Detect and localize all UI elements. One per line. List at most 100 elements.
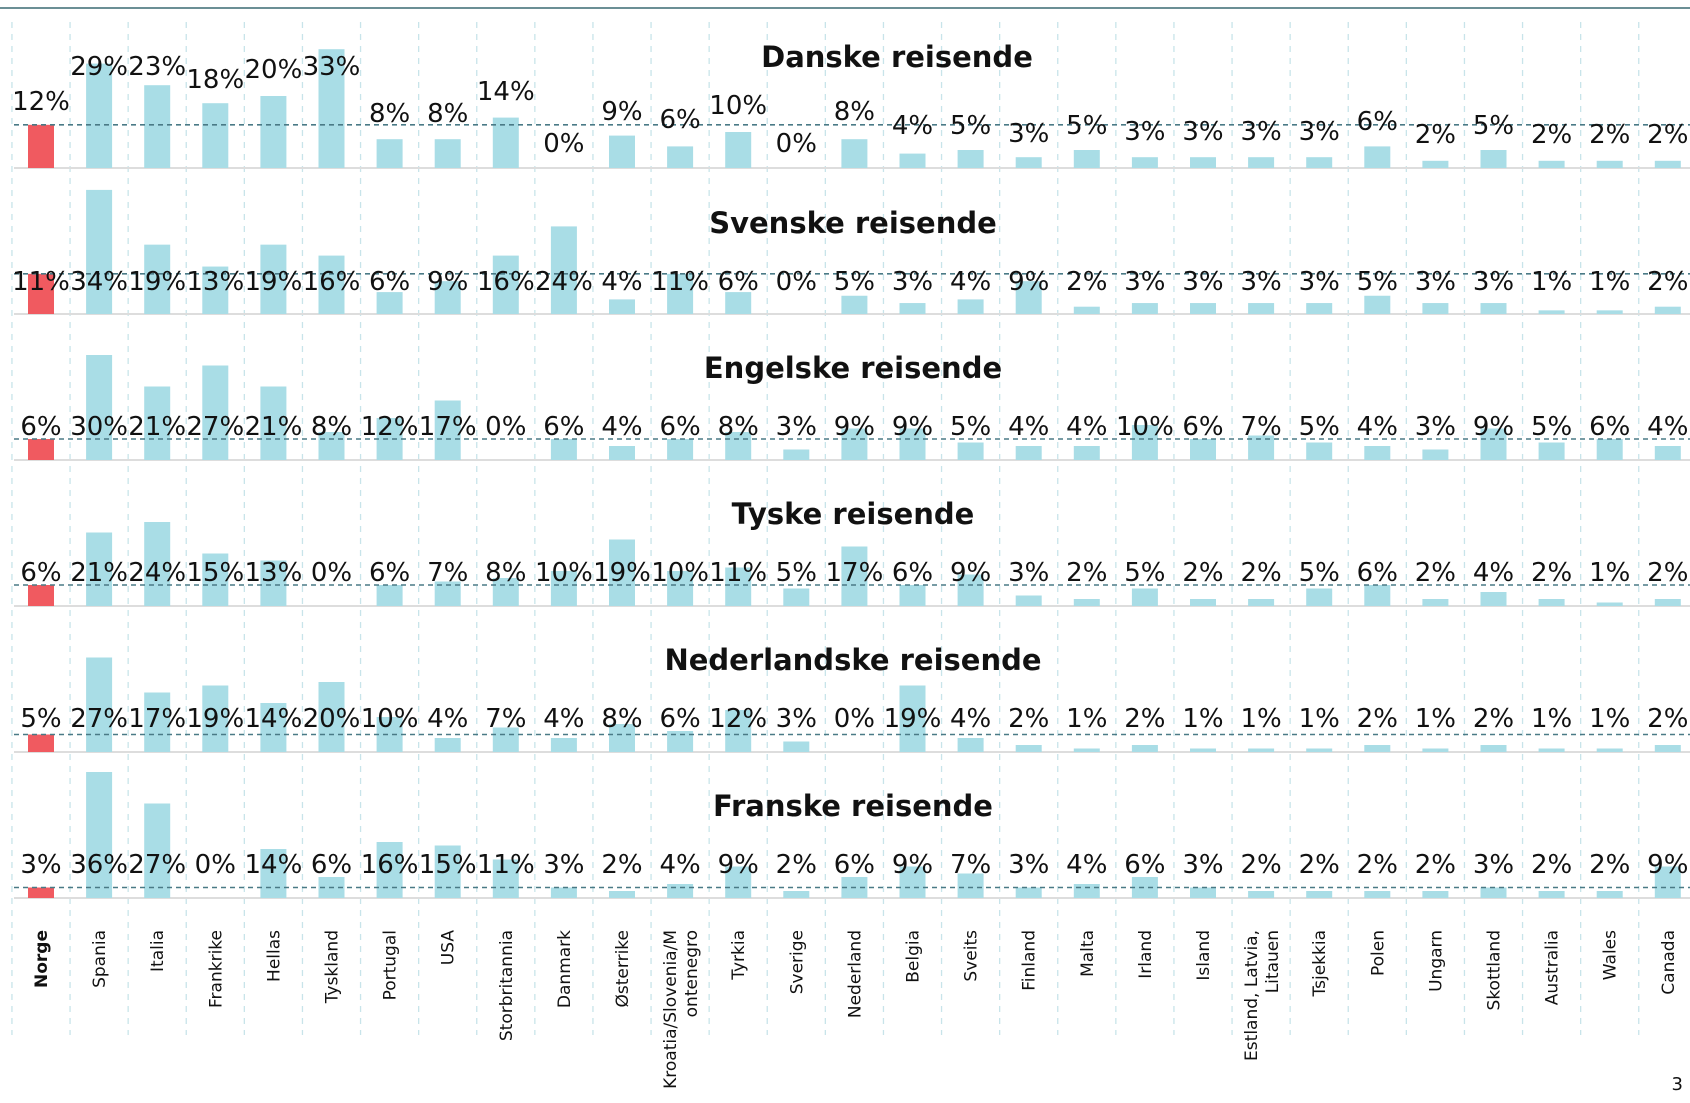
value-label-polen: 2% bbox=[1357, 704, 1398, 734]
value-label-portugal: 8% bbox=[369, 99, 410, 129]
value-label-belgia: 9% bbox=[892, 850, 933, 880]
bar-malta bbox=[1073, 599, 1100, 606]
bar-ungarn bbox=[1422, 303, 1449, 314]
category-label-polen: Polen bbox=[1368, 930, 1388, 976]
bar-australia bbox=[1538, 748, 1565, 752]
bar-wales bbox=[1596, 602, 1623, 606]
category-axis: Norge Spania Italia Frankrike Hellas Tyskland… bbox=[32, 930, 1679, 1089]
bar-usa bbox=[434, 845, 461, 898]
bar-østerrike bbox=[609, 891, 635, 898]
bar-hellas bbox=[260, 96, 287, 168]
value-label-estland-latvia-litauen: 1% bbox=[1240, 704, 1281, 734]
category-label-tsjekkia: Tsjekkia bbox=[1310, 930, 1330, 997]
value-label-storbritannia: 8% bbox=[485, 558, 526, 588]
value-label-polen: 6% bbox=[1357, 558, 1398, 588]
bar-nederland bbox=[841, 546, 868, 606]
value-label-italia: 19% bbox=[128, 267, 186, 297]
value-label-island: 3% bbox=[1182, 117, 1223, 147]
value-label-østerrike: 19% bbox=[593, 558, 651, 588]
bar-italia bbox=[144, 244, 171, 314]
value-label-hellas: 21% bbox=[245, 412, 303, 442]
value-label-italia: 21% bbox=[128, 412, 186, 442]
value-label-østerrike: 8% bbox=[601, 704, 642, 734]
bar-kroatia-slovenia-montenegro bbox=[667, 273, 694, 314]
category-label-irland: Irland bbox=[1136, 930, 1156, 979]
bar-tsjekkia bbox=[1306, 748, 1333, 752]
value-label-estland-latvia-litauen: 2% bbox=[1240, 850, 1281, 880]
bar-polen bbox=[1364, 745, 1391, 752]
value-label-sverige: 0% bbox=[776, 267, 817, 297]
value-label-skottland: 3% bbox=[1473, 850, 1514, 880]
value-label-nederland: 5% bbox=[834, 267, 875, 297]
value-label-tyrkia: 10% bbox=[709, 91, 767, 121]
category-label-østerrike: Østerrike bbox=[613, 930, 633, 1007]
value-label-finland: 4% bbox=[1008, 412, 1049, 442]
value-label-spania: 30% bbox=[70, 412, 128, 442]
value-label-belgia: 3% bbox=[892, 267, 933, 297]
bar-ungarn bbox=[1422, 449, 1449, 460]
category-label-malta: Malta bbox=[1078, 930, 1098, 977]
value-label-norge: 12% bbox=[12, 87, 70, 117]
value-label-frankrike: 15% bbox=[186, 558, 244, 588]
category-label-danmark: Danmark bbox=[555, 930, 575, 1008]
panel-title: Franske reisende bbox=[713, 789, 993, 823]
value-label-italia: 17% bbox=[128, 704, 186, 734]
bar-danmark bbox=[550, 887, 577, 898]
bar-italia bbox=[144, 85, 171, 168]
bar-spania bbox=[86, 63, 113, 168]
bar-østerrike bbox=[609, 135, 635, 168]
bar-island bbox=[1190, 157, 1216, 168]
value-label-tsjekkia: 3% bbox=[1299, 267, 1340, 297]
value-label-danmark: 24% bbox=[535, 267, 593, 297]
bar-tyrkia bbox=[725, 710, 752, 752]
category-label-portugal: Portugal bbox=[381, 930, 401, 1000]
bar-kroatia-slovenia-montenegro bbox=[667, 884, 694, 898]
bar-nederland bbox=[841, 295, 868, 314]
bar-kroatia-slovenia-montenegro bbox=[667, 146, 694, 168]
bar-island bbox=[1190, 303, 1216, 314]
value-label-tsjekkia: 5% bbox=[1299, 558, 1340, 588]
bar-skottland bbox=[1480, 150, 1507, 168]
bar-italia bbox=[144, 386, 171, 460]
value-label-australia: 1% bbox=[1531, 704, 1572, 734]
bar-malta bbox=[1073, 446, 1100, 460]
value-label-storbritannia: 16% bbox=[477, 267, 535, 297]
bar-storbritannia bbox=[492, 255, 519, 314]
value-label-usa: 8% bbox=[427, 99, 468, 129]
bar-østerrike bbox=[609, 446, 635, 460]
bar-finland bbox=[1015, 446, 1042, 460]
bar-australia bbox=[1538, 891, 1565, 898]
bar-canada bbox=[1654, 745, 1681, 752]
category-label-belgia: Belgia bbox=[904, 930, 924, 983]
value-label-polen: 2% bbox=[1357, 850, 1398, 880]
category-label-hellas: Hellas bbox=[264, 930, 284, 982]
bar-skottland bbox=[1480, 303, 1507, 314]
value-label-wales: 2% bbox=[1589, 850, 1630, 880]
value-label-polen: 6% bbox=[1357, 107, 1398, 137]
value-label-kroatia-slovenia-montenegro: 11% bbox=[651, 267, 709, 297]
value-label-estland-latvia-litauen: 7% bbox=[1240, 412, 1281, 442]
value-label-portugal: 16% bbox=[361, 850, 419, 880]
bar-tyrkia bbox=[725, 432, 752, 460]
value-label-tyskland: 0% bbox=[311, 558, 352, 588]
category-label-canada: Canada bbox=[1659, 930, 1679, 995]
value-label-sveits: 4% bbox=[950, 704, 991, 734]
value-label-tsjekkia: 5% bbox=[1299, 412, 1340, 442]
bar-skottland bbox=[1480, 745, 1507, 752]
bar-wales bbox=[1596, 891, 1623, 898]
value-label-tyskland: 20% bbox=[303, 704, 361, 734]
bar-spania bbox=[86, 189, 113, 314]
value-label-sverige: 3% bbox=[776, 704, 817, 734]
bar-irland bbox=[1131, 157, 1158, 168]
bar-hellas bbox=[260, 849, 287, 898]
bar-frankrike bbox=[202, 685, 229, 752]
value-label-skottland: 2% bbox=[1473, 704, 1514, 734]
bar-hellas bbox=[260, 244, 287, 314]
value-label-belgia: 4% bbox=[892, 111, 933, 141]
bar-østerrike bbox=[609, 724, 635, 752]
bar-polen bbox=[1364, 585, 1391, 606]
value-label-polen: 5% bbox=[1357, 267, 1398, 297]
category-label-skottland: Skottland bbox=[1485, 930, 1505, 1010]
value-label-finland: 3% bbox=[1008, 558, 1049, 588]
